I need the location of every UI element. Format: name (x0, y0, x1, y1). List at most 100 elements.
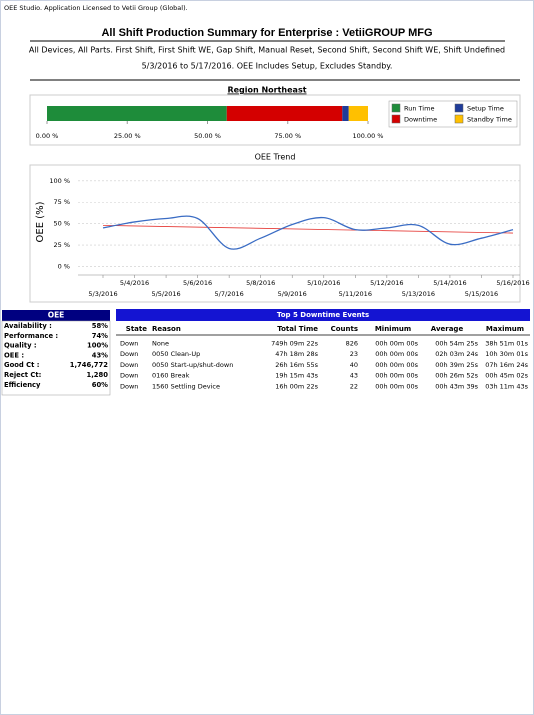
subtitle: 5/3/2016 to 5/17/2016. OEE Includes Setu… (142, 62, 393, 71)
chart-title: OEE Trend (255, 153, 296, 162)
legend-label: Standby Time (467, 116, 512, 124)
column-header: Maximum (486, 325, 524, 333)
column-header: Reason (152, 325, 181, 333)
column-header: State (126, 325, 147, 333)
oee-label: Efficiency (4, 381, 41, 389)
cell: 07h 16m 24s (485, 361, 528, 369)
x-tick-label: 100.00 % (353, 132, 384, 140)
bar-segment (226, 106, 343, 121)
legend-label: Downtime (404, 116, 437, 124)
cell: 16h 00m 22s (275, 382, 318, 390)
x-tick-label: 50.00 % (194, 132, 221, 140)
cell: 43 (350, 372, 358, 380)
cell: 02h 03m 24s (435, 350, 478, 358)
oee-label: Reject Ct: (4, 371, 41, 379)
bar-segment (47, 106, 227, 121)
cell: Down (120, 382, 138, 390)
legend-swatch (391, 114, 401, 124)
cell: 00h 00m 00s (375, 372, 418, 380)
cell: 26h 16m 55s (275, 361, 318, 369)
bar-segment (348, 106, 368, 121)
oee-value: 1,746,772 (70, 361, 109, 369)
cell: 23 (350, 350, 358, 358)
column-header: Average (431, 325, 464, 333)
region-title: Region Northeast (227, 86, 306, 95)
cell: None (152, 340, 169, 348)
oee-label: Performance : (4, 332, 58, 340)
cell: 22 (350, 382, 358, 390)
trend-line (102, 224, 514, 234)
column-header: Total Time (277, 325, 318, 333)
cell: 00h 00m 00s (375, 382, 418, 390)
cell: 38h 51m 01s (485, 340, 528, 348)
x-tick-label: 5/9/2016 (278, 290, 307, 298)
status-box (29, 94, 521, 146)
legend-box (388, 100, 518, 128)
oee-title: OEE (48, 311, 65, 320)
downtime-title: Top 5 Downtime Events (277, 311, 369, 319)
cell: Down (120, 350, 138, 358)
cell: 00h 00m 00s (375, 361, 418, 369)
y-tick-label: 25 % (53, 241, 70, 249)
cell: 00h 45m 02s (485, 372, 528, 380)
cell: 826 (346, 340, 358, 348)
x-tick-label: 5/10/2016 (307, 279, 340, 287)
cell: 749h 09m 22s (271, 340, 319, 348)
legend-label: Setup Time (467, 105, 504, 113)
x-tick-label: 5/5/2016 (151, 290, 180, 298)
column-header: Counts (331, 325, 358, 333)
x-tick-label: 5/14/2016 (433, 279, 466, 287)
y-tick-label: 50 % (53, 220, 70, 228)
oee-value: 43% (92, 351, 108, 359)
y-tick-label: 0 % (58, 262, 70, 270)
x-tick-label: 5/11/2016 (339, 290, 372, 298)
y-axis-label: OEE (%) (35, 201, 46, 242)
oee-value: 58% (92, 322, 108, 330)
x-tick-label: 5/12/2016 (370, 279, 403, 287)
trend-box (29, 164, 521, 303)
cell: 19h 15m 43s (275, 372, 318, 380)
cell: Down (120, 340, 138, 348)
cell: 00h 26m 52s (435, 372, 478, 380)
cell: 00h 00m 00s (375, 340, 418, 348)
cell: 40 (350, 361, 358, 369)
cell: Down (120, 372, 138, 380)
x-tick-label: 5/3/2016 (88, 290, 117, 298)
cell: 10h 30m 01s (485, 350, 528, 358)
license-text: OEE Studio. Application Licensed to Veti… (4, 4, 188, 12)
x-tick-label: 5/16/2016 (496, 279, 529, 287)
oee-value: 100% (87, 342, 108, 350)
x-tick-label: 5/8/2016 (246, 279, 275, 287)
cell: 00h 54m 25s (435, 340, 478, 348)
oee-label: Good Ct : (4, 361, 39, 369)
x-tick-label: 0.00 % (36, 132, 59, 140)
cell: 03h 11m 43s (485, 382, 528, 390)
oee-value: 1,280 (87, 371, 109, 379)
oee-header (2, 310, 110, 321)
legend-swatch (454, 114, 464, 124)
cell: 0050 Clean-Up (152, 350, 200, 358)
y-tick-label: 100 % (49, 177, 70, 185)
oee-label: Availability : (4, 322, 52, 330)
cell: 00h 00m 00s (375, 350, 418, 358)
x-tick-label: 5/6/2016 (183, 279, 212, 287)
legend-label: Run Time (404, 105, 434, 113)
oee-value: 74% (92, 332, 108, 340)
cell: 0160 Break (152, 372, 190, 380)
legend-swatch (454, 103, 464, 113)
oee-value: 60% (92, 381, 108, 389)
legend-swatch (391, 103, 401, 113)
column-header: Minimum (375, 325, 411, 333)
x-tick-label: 25.00 % (114, 132, 141, 140)
report-title: All Shift Production Summary for Enterpr… (101, 27, 432, 39)
downtime-header (116, 309, 530, 321)
subtitle: All Devices, All Parts. First Shift, Fir… (29, 46, 505, 55)
cell: Down (120, 361, 138, 369)
x-tick-label: 5/13/2016 (402, 290, 435, 298)
y-tick-label: 75 % (53, 198, 70, 206)
oee-line (102, 215, 514, 250)
oee-box (1, 320, 111, 396)
bar-segment (342, 106, 349, 121)
oee-label: Quality : (4, 342, 37, 350)
